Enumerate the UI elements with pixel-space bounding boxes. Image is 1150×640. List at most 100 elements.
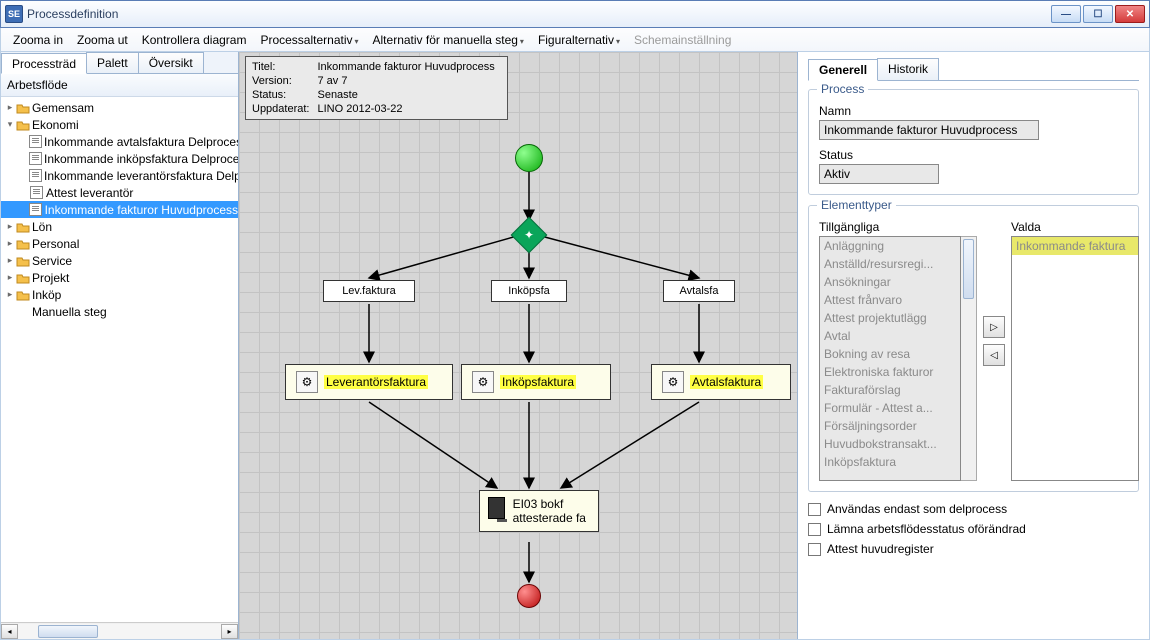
menu-zoom-out[interactable]: Zooma ut xyxy=(71,31,134,49)
gear-icon: ⚙ xyxy=(296,371,318,393)
list-item[interactable]: Huvudbokstransakt... xyxy=(820,435,960,453)
tree-item-selected[interactable]: Inkommande fakturor Huvudprocess xyxy=(1,201,238,218)
tree-folder-inkop[interactable]: ▸Inköp xyxy=(1,286,238,303)
left-tabs: Processträd Palett Översikt xyxy=(1,52,238,74)
gear-icon: ⚙ xyxy=(662,371,684,393)
gateway-node[interactable]: ✦ xyxy=(511,217,548,254)
tab-history[interactable]: Historik xyxy=(877,58,939,80)
task-leverantorsfaktura[interactable]: ⚙ Leverantörsfaktura xyxy=(285,364,453,400)
group-legend: Elementtyper xyxy=(817,198,896,212)
group-legend: Process xyxy=(817,82,868,96)
checkbox-icon xyxy=(808,523,821,536)
window-close-button[interactable]: ✕ xyxy=(1115,5,1145,23)
task-inkopsfaktura[interactable]: ⚙ Inköpsfaktura xyxy=(461,364,611,400)
field-status[interactable]: Aktiv xyxy=(819,164,939,184)
menu-validate-diagram[interactable]: Kontrollera diagram xyxy=(136,31,253,49)
label-available: Tillgängliga xyxy=(819,220,977,234)
task-label: Leverantörsfaktura xyxy=(324,375,428,389)
window-maximize-button[interactable]: ☐ xyxy=(1083,5,1113,23)
checkbox-attest-main[interactable]: Attest huvudregister xyxy=(808,542,1139,556)
tree-folder-ekonomi[interactable]: ▾Ekonomi xyxy=(1,116,238,133)
diagram-meta-box: Titel:Inkommande fakturor Huvudprocess V… xyxy=(245,56,508,120)
list-item[interactable]: Formulär - Attest a... xyxy=(820,399,960,417)
group-element-types: Elementtyper Tillgängliga AnläggningAnst… xyxy=(808,205,1139,492)
task-label: Avtalsfaktura xyxy=(690,375,763,389)
list-item[interactable]: Fakturaförslag xyxy=(820,381,960,399)
menu-zoom-in[interactable]: Zooma in xyxy=(7,31,69,49)
field-name[interactable]: Inkommande fakturor Huvudprocess xyxy=(819,120,1039,140)
lane-label-2[interactable]: Inköpsfa xyxy=(491,280,567,302)
listbox-selected[interactable]: Inkommande faktura xyxy=(1011,236,1139,481)
list-item[interactable]: Inkommande faktura xyxy=(1012,237,1138,255)
scroll-thumb[interactable] xyxy=(38,625,98,638)
list-item[interactable]: Attest frånvaro xyxy=(820,291,960,309)
menu-process-options[interactable]: Processalternativ▾ xyxy=(254,31,364,49)
checkbox-leave-status[interactable]: Lämna arbetsflödesstatus oförändrad xyxy=(808,522,1139,536)
menu-schema-settings: Schemainställning xyxy=(628,31,737,49)
scroll-thumb[interactable] xyxy=(963,239,974,299)
scroll-right-arrow[interactable]: ▸ xyxy=(221,624,238,639)
tab-overview[interactable]: Översikt xyxy=(138,52,204,73)
diagram-canvas[interactable]: Titel:Inkommande fakturor Huvudprocess V… xyxy=(239,52,797,639)
tab-palette[interactable]: Palett xyxy=(86,52,139,73)
menu-manual-step-options[interactable]: Alternativ för manuella steg▾ xyxy=(367,31,530,49)
task-label: EI03 bokf attesterade fa xyxy=(513,497,590,525)
tab-general[interactable]: Generell xyxy=(808,59,878,81)
group-process: Process Namn Inkommande fakturor Huvudpr… xyxy=(808,89,1139,195)
document-icon xyxy=(29,169,42,182)
list-item[interactable]: Anläggning xyxy=(820,237,960,255)
tree-item[interactable]: Inkommande avtalsfaktura Delprocess xyxy=(1,133,238,150)
window-minimize-button[interactable]: — xyxy=(1051,5,1081,23)
list-item[interactable]: Bokning av resa xyxy=(820,345,960,363)
tree-folder-gemensam[interactable]: ▸Gemensam xyxy=(1,99,238,116)
document-icon xyxy=(30,186,43,199)
process-tree[interactable]: ▸Gemensam ▾Ekonomi Inkommande avtalsfakt… xyxy=(1,97,238,622)
list-item[interactable]: Inköpsfaktura xyxy=(820,453,960,471)
document-icon xyxy=(29,135,42,148)
label-selected: Valda xyxy=(1011,220,1139,234)
window-title: Processdefinition xyxy=(27,7,1051,21)
left-panel: Processträd Palett Översikt Arbetsflöde … xyxy=(1,52,239,639)
task-label: Inköpsfaktura xyxy=(500,375,576,389)
diagram-edges xyxy=(239,52,797,639)
app-icon: SE xyxy=(5,5,23,23)
start-node[interactable] xyxy=(515,144,543,172)
listbox-scrollbar[interactable] xyxy=(961,236,977,481)
tree-item[interactable]: Inkommande inköpsfaktura Delprocess xyxy=(1,150,238,167)
end-node[interactable] xyxy=(517,584,541,608)
list-item[interactable]: Ansökningar xyxy=(820,273,960,291)
tree-item[interactable]: Attest leverantör xyxy=(1,184,238,201)
menubar: Zooma in Zooma ut Kontrollera diagram Pr… xyxy=(0,28,1150,52)
task-avtalsfaktura[interactable]: ⚙ Avtalsfaktura xyxy=(651,364,791,400)
tree-folder-personal[interactable]: ▸Personal xyxy=(1,235,238,252)
list-item[interactable]: Försäljningsorder xyxy=(820,417,960,435)
scroll-left-arrow[interactable]: ◂ xyxy=(1,624,18,639)
checkbox-subprocess-only[interactable]: Användas endast som delprocess xyxy=(808,502,1139,516)
checkbox-icon xyxy=(808,543,821,556)
window-titlebar: SE Processdefinition — ☐ ✕ xyxy=(0,0,1150,28)
tree-item[interactable]: Inkommande leverantörsfaktura Delprocess xyxy=(1,167,238,184)
tab-process-tree[interactable]: Processträd xyxy=(1,53,87,74)
list-item[interactable]: Attest projektutlägg xyxy=(820,309,960,327)
tree-item-manuella[interactable]: Manuella steg xyxy=(1,303,238,320)
tree-folder-lon[interactable]: ▸Lön xyxy=(1,218,238,235)
label-status: Status xyxy=(819,148,1128,162)
task-final[interactable]: EI03 bokf attesterade fa xyxy=(479,490,599,532)
menu-figure-options[interactable]: Figuralternativ▾ xyxy=(532,31,626,49)
list-item[interactable]: Elektroniska fakturor xyxy=(820,363,960,381)
tree-folder-service[interactable]: ▸Service xyxy=(1,252,238,269)
lane-label-1[interactable]: Lev.faktura xyxy=(323,280,415,302)
document-icon xyxy=(29,203,42,216)
monitor-icon xyxy=(488,497,505,519)
tree-h-scrollbar[interactable]: ◂ ▸ xyxy=(1,622,238,639)
move-right-button[interactable]: ▷ xyxy=(983,316,1005,338)
listbox-available[interactable]: AnläggningAnställd/resursregi...Ansöknin… xyxy=(819,236,961,481)
tree-folder-projekt[interactable]: ▸Projekt xyxy=(1,269,238,286)
move-left-button[interactable]: ◁ xyxy=(983,344,1005,366)
properties-panel: Generell Historik Process Namn Inkommand… xyxy=(797,52,1149,639)
list-item[interactable]: Anställd/resursregi... xyxy=(820,255,960,273)
document-icon xyxy=(29,152,42,165)
list-item[interactable]: Avtal xyxy=(820,327,960,345)
lane-label-3[interactable]: Avtalsfa xyxy=(663,280,735,302)
checkbox-icon xyxy=(808,503,821,516)
